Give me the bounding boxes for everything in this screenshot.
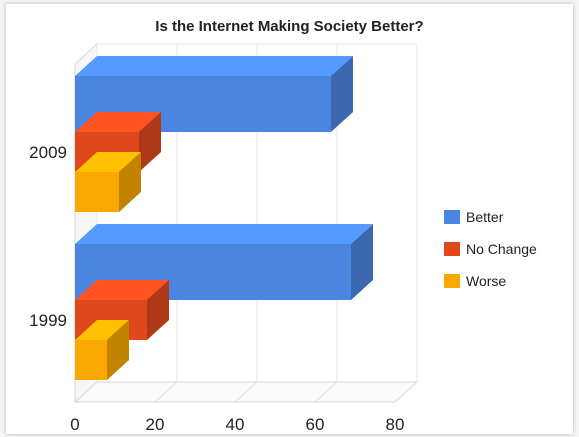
bar-top-no-change — [75, 280, 169, 300]
bar-worse — [75, 340, 107, 380]
gridline-floor — [394, 381, 418, 403]
legend-label: Better — [466, 209, 504, 225]
bar-end-no-change — [139, 112, 161, 172]
bar-end-worse — [119, 152, 141, 212]
bar-end-better — [351, 224, 373, 300]
bar-top-no-change — [75, 112, 161, 132]
bar-chart-plot: 0 20 40 60 80 2009 1999 — [29, 42, 419, 434]
legend-item: No Change — [444, 233, 537, 265]
bar-end-no-change — [147, 280, 169, 340]
gridline-floor — [234, 381, 258, 403]
bar-worse — [75, 172, 119, 212]
bar-top-better — [75, 224, 373, 244]
legend-item: Better — [444, 201, 537, 233]
category-label: 2009 — [29, 143, 67, 162]
x-tick-label: 20 — [146, 415, 165, 434]
legend-item: Worse — [444, 265, 537, 297]
legend-swatch — [444, 274, 460, 288]
bar-top-worse — [75, 320, 129, 340]
x-tick-label: 40 — [226, 415, 245, 434]
gridline-floor — [74, 381, 98, 403]
legend: Better No Change Worse — [444, 201, 537, 297]
chart-title: Is the Internet Making Society Better? — [155, 18, 424, 35]
bar-end-better — [331, 56, 353, 132]
x-tick-label: 80 — [386, 415, 405, 434]
legend-label: No Change — [466, 241, 537, 257]
chart-frame: Is the Internet Making Society Better? 0… — [6, 4, 573, 434]
x-tick-label: 0 — [70, 415, 79, 434]
legend-swatch — [444, 210, 460, 224]
gridline-floor — [154, 381, 178, 403]
gridline-floor — [314, 381, 338, 403]
legend-swatch — [444, 242, 460, 256]
category-label: 1999 — [29, 311, 67, 330]
legend-label: Worse — [466, 273, 507, 289]
bar-end-worse — [107, 320, 129, 380]
x-tick-label: 60 — [306, 415, 325, 434]
bar-top-better — [75, 56, 353, 76]
